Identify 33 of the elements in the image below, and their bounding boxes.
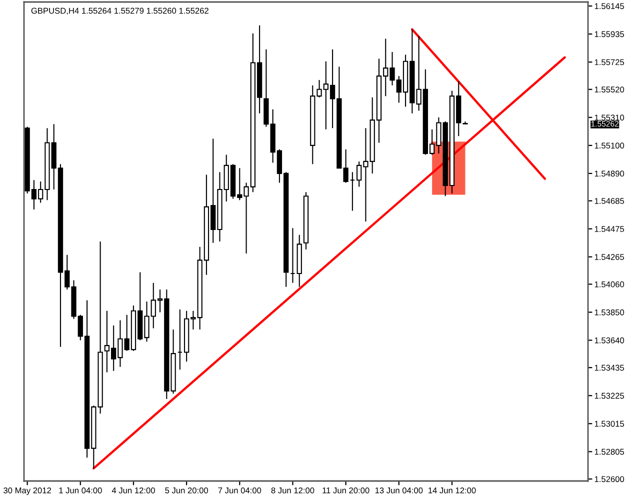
candlestick (296, 234, 302, 288)
candlestick (177, 309, 183, 370)
y-tick-label: 1.54685 (594, 198, 624, 204)
x-tick-label: 14 Jun 12:00 (428, 487, 476, 494)
x-tick-label: 1 Jun 04:00 (59, 487, 102, 494)
y-tick-label: 1.55520 (594, 86, 624, 92)
candlestick (303, 192, 309, 250)
y-tick-label: 1.54475 (594, 226, 624, 232)
y-tick-label: 1.54060 (594, 281, 624, 288)
x-tick-label: 8 Jun 12:00 (271, 487, 314, 494)
y-tick-label: 1.52600 (594, 476, 624, 482)
y-tick-label: 1.55310 (594, 114, 624, 121)
y-tick-label: 1.53435 (594, 364, 624, 371)
y-tick-label: 1.55100 (594, 142, 624, 149)
y-tick-label: 1.55725 (594, 59, 624, 66)
x-tick-label: 13 Jun 04:00 (375, 487, 423, 494)
y-tick-label: 1.52805 (594, 448, 624, 455)
y-tick-label: 1.53640 (594, 337, 624, 344)
x-tick-label: 11 Jun 20:00 (322, 487, 370, 494)
x-tick-label: 30 May 2012 (4, 487, 51, 496)
y-tick-label: 1.55935 (594, 31, 624, 38)
y-tick-label: 1.53850 (594, 309, 624, 316)
x-tick-label: 5 Jun 20:00 (165, 487, 208, 494)
y-tick-label: 1.54265 (594, 254, 624, 260)
text: GBPUSD,H4 1.55264 1.55279 1.55260 1.55262 (31, 8, 208, 15)
candlestick (290, 228, 296, 284)
x-tick-label: 4 Jun 12:00 (112, 487, 155, 494)
y-tick-label: 1.56145 (594, 3, 624, 10)
y-tick-label: 1.53015 (594, 420, 624, 427)
x-tick-label: 7 Jun 04:00 (218, 487, 262, 494)
y-tick-label: 1.53225 (594, 392, 624, 399)
candlestick (350, 172, 356, 212)
y-tick-label: 1.54890 (594, 170, 624, 177)
